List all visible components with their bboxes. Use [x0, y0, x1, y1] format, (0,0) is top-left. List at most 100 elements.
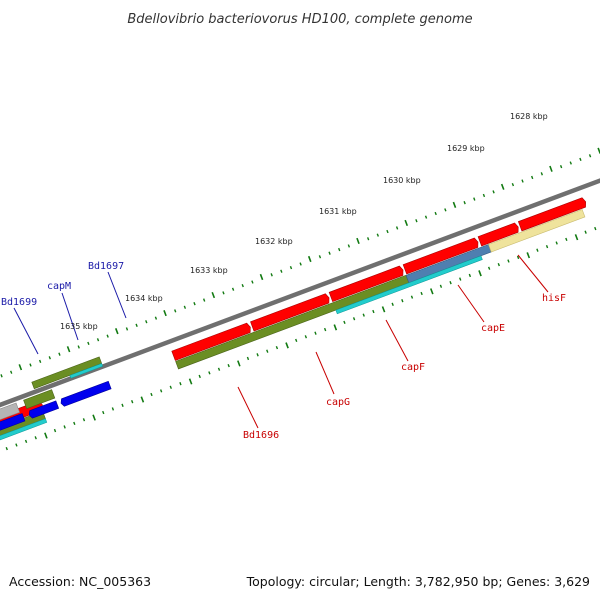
- leader-hisF: [517, 254, 549, 293]
- feature-bar-cyan-left-b[interactable]: [69, 363, 104, 379]
- scale-minor-tick: [183, 305, 187, 309]
- scale-minor-tick: [222, 291, 225, 295]
- gene-arrow-capG[interactable]: [250, 293, 330, 332]
- scale-minor-tick: [38, 359, 42, 364]
- scale-minor-tick: [386, 229, 389, 234]
- scale-major-tick: [381, 306, 386, 313]
- scale-minor-tick: [299, 262, 302, 266]
- scale-minor-tick: [343, 320, 346, 325]
- scale-minor-tick: [569, 161, 572, 165]
- scale-minor-tick: [34, 436, 37, 440]
- scale-minor-tick: [536, 248, 539, 252]
- scale-major-tick: [500, 183, 505, 190]
- scale-major-tick: [259, 273, 264, 281]
- gene-arrow-capM-a[interactable]: [23, 389, 56, 409]
- scale-minor-tick: [362, 313, 365, 317]
- scale-minor-tick: [96, 338, 100, 342]
- gene-arrow-capE[interactable]: [402, 237, 480, 275]
- scale-minor-tick: [24, 439, 28, 444]
- leader-Bd1697: [107, 271, 127, 319]
- feature-bar-cyan[interactable]: [335, 255, 483, 315]
- reverse-strand-genes: [0, 380, 112, 434]
- gene-label-capG[interactable]: capG: [326, 397, 350, 408]
- scale-minor-tick: [10, 370, 13, 374]
- scale-minor-tick: [347, 244, 351, 248]
- leader-capF: [385, 319, 409, 362]
- gene-label-Bd1697[interactable]: Bd1697: [88, 261, 124, 272]
- accession-text: Accession: NC_005363: [9, 574, 151, 589]
- scale-major-tick: [44, 432, 48, 439]
- gene-arrow-Bd1696[interactable]: [171, 322, 252, 361]
- gene-arrow-Bd1697[interactable]: [60, 380, 112, 407]
- cyan-feature-bars: [0, 255, 483, 444]
- gene-arrow-capM[interactable]: [28, 400, 60, 419]
- scale-label: 1634 kbp: [125, 294, 163, 303]
- gene-label-Bd1696[interactable]: Bd1696: [243, 430, 279, 441]
- scale-minor-tick: [53, 428, 57, 433]
- scale-minor-tick: [266, 349, 269, 353]
- scale-major-tick: [526, 252, 531, 259]
- gene-label-capE[interactable]: capE: [481, 323, 505, 334]
- scale-major-tick: [549, 165, 553, 172]
- scale-major-tick: [188, 378, 193, 385]
- gene-arrow-hisF[interactable]: [477, 222, 520, 247]
- scale-minor-tick: [48, 356, 51, 360]
- scale-minor-tick: [58, 352, 61, 356]
- scale-minor-tick: [352, 317, 356, 321]
- scale-minor-tick: [401, 299, 404, 303]
- scale-ticks-upper: [0, 147, 600, 378]
- leader-capE: [457, 284, 485, 323]
- gene-arrow-Bd1699-b[interactable]: [0, 413, 26, 434]
- gene-arrow-capF[interactable]: [328, 265, 405, 303]
- scale-minor-tick: [102, 410, 105, 415]
- scale-minor-tick: [227, 363, 230, 368]
- scale-minor-tick: [415, 219, 418, 223]
- gene-label-hisF[interactable]: hisF: [542, 293, 566, 304]
- scale-minor-tick: [111, 407, 115, 411]
- leader-Bd1699: [13, 307, 39, 355]
- scale-major-tick: [237, 360, 241, 367]
- label-leaders: [13, 254, 549, 429]
- scale-minor-tick: [328, 251, 331, 255]
- scale-major-tick: [66, 346, 71, 353]
- feature-bar-olive[interactable]: [175, 274, 410, 370]
- scale-minor-tick: [376, 233, 379, 237]
- scale-minor-tick: [208, 371, 211, 375]
- scale-major-tick: [163, 310, 167, 317]
- scale-minor-tick: [395, 226, 399, 230]
- gene-arrow-Bd1699[interactable]: [0, 402, 20, 426]
- scale-label: 1635 kbp: [60, 322, 98, 331]
- scale-minor-tick: [179, 382, 182, 386]
- scale-minor-tick: [174, 309, 177, 313]
- leader-Bd1696: [237, 386, 259, 429]
- gene-label-Bd1699[interactable]: Bd1699: [1, 297, 37, 308]
- scale-minor-tick: [87, 341, 90, 346]
- scale-minor-tick: [77, 345, 80, 349]
- feature-bar-cyan-left[interactable]: [0, 418, 48, 444]
- scale-minor-tick: [439, 284, 443, 288]
- scale-minor-tick: [29, 363, 32, 367]
- gene-labels: Bd1699 capM Bd1697 hisF capE capF capG B…: [1, 261, 566, 441]
- scale-major-tick: [211, 291, 216, 299]
- scale-minor-tick: [492, 190, 495, 194]
- scale-minor-tick: [565, 237, 568, 242]
- scale-minor-tick: [487, 266, 491, 270]
- scale-minor-tick: [410, 295, 414, 299]
- feature-bar-olive-left-b[interactable]: [31, 356, 103, 390]
- scale-minor-tick: [521, 179, 524, 183]
- scale-minor-tick: [420, 291, 423, 296]
- scale-minor-tick: [270, 273, 273, 277]
- gene-label-capF[interactable]: capF: [401, 362, 425, 373]
- scale-minor-tick: [241, 283, 244, 288]
- feature-bar-khaki[interactable]: [488, 209, 586, 253]
- scale-major-tick: [115, 328, 119, 335]
- scale-minor-tick: [584, 230, 587, 234]
- gene-label-capM[interactable]: capM: [47, 281, 71, 292]
- scale-minor-tick: [424, 215, 428, 219]
- scale-label: 1629 kbp: [447, 144, 485, 153]
- scale-labels: 1628 kbp 1629 kbp 1630 kbp 1631 kbp 1632…: [60, 112, 548, 331]
- gene-arrow-next[interactable]: [517, 197, 587, 232]
- scale-major-tick: [92, 414, 96, 421]
